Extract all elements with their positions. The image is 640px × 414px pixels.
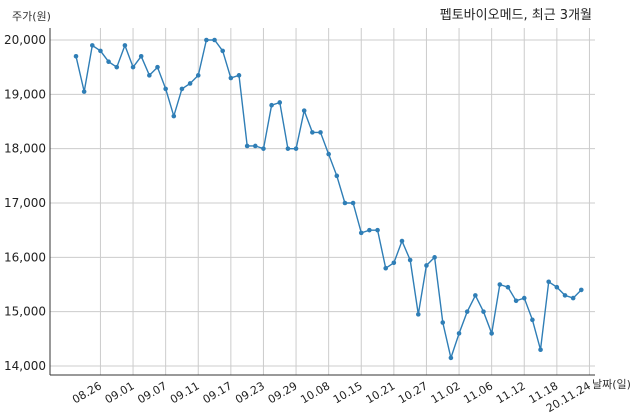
x-tick-label: 09.11 — [168, 379, 202, 406]
x-tick-label: 08.26 — [70, 379, 104, 406]
x-tick-label: 10.15 — [331, 379, 365, 406]
x-tick-label: 10.21 — [364, 379, 398, 406]
x-axis-label: 날짜(일) — [592, 377, 631, 391]
data-point — [114, 64, 120, 70]
y-tick-label: 16,000 — [4, 250, 46, 264]
data-point — [407, 257, 413, 263]
x-tick-label: 09.07 — [135, 379, 169, 406]
axes — [49, 28, 595, 376]
data-point — [399, 238, 405, 244]
data-point — [253, 143, 258, 149]
y-tick-label: 14,000 — [4, 359, 46, 373]
x-tick-label: 09.01 — [103, 379, 137, 406]
data-point — [521, 295, 527, 301]
data-point — [538, 347, 543, 353]
data-point — [244, 143, 250, 149]
data-point — [424, 263, 429, 268]
data-point — [579, 287, 584, 293]
x-tick-label: 09.17 — [201, 379, 235, 406]
data-point — [171, 113, 177, 119]
data-point — [179, 86, 185, 92]
x-tick-label: 11.06 — [461, 379, 495, 406]
data-point — [383, 265, 389, 271]
data-point — [473, 293, 478, 298]
x-tick-label: 10.08 — [298, 379, 332, 406]
data-point — [163, 86, 168, 92]
y-tick-label: 15,000 — [4, 305, 46, 319]
y-tick-labels: 14,000 15,000 16,000 17,000 18,000 19,000 20,0… — [4, 33, 46, 373]
data-point — [98, 48, 103, 54]
data-point — [432, 255, 437, 260]
data-point — [326, 151, 331, 157]
data-point — [310, 130, 315, 135]
chart-title: 펩토바이오메드, 최근 3개월 — [440, 8, 592, 23]
data-point — [138, 54, 144, 59]
data-point — [204, 37, 209, 43]
data-point — [391, 260, 397, 266]
y-tick-label: 19,000 — [4, 87, 46, 101]
data-point — [301, 108, 307, 113]
data-point — [562, 293, 568, 298]
y-tick-label: 17,000 — [4, 196, 46, 210]
data-point — [440, 320, 446, 325]
data-point — [293, 146, 299, 151]
data-point — [358, 230, 364, 236]
price-series — [73, 37, 584, 361]
data-point — [73, 54, 79, 59]
data-point — [530, 317, 535, 323]
data-point — [481, 309, 486, 314]
x-tick-label: 09.23 — [233, 379, 267, 406]
data-point — [456, 331, 462, 336]
data-point — [570, 295, 576, 301]
data-point — [367, 227, 372, 233]
x-tick-label: 09.29 — [266, 379, 300, 406]
y-axis-label: 주가(원) — [12, 10, 51, 23]
data-point — [122, 43, 128, 48]
x-tick-label: 11.12 — [494, 379, 528, 406]
data-point — [277, 100, 283, 105]
data-point — [464, 309, 470, 314]
x-tick-labels: 08.2609.0109.0709.1109.1709.2309.2910.08… — [70, 379, 593, 414]
y-tick-label: 20,000 — [4, 33, 46, 47]
y-tick-label: 18,000 — [4, 142, 46, 156]
data-point — [285, 146, 291, 151]
data-point — [448, 355, 454, 361]
data-point — [130, 64, 136, 70]
data-point — [269, 102, 274, 108]
data-point — [155, 64, 160, 70]
data-point — [220, 48, 225, 54]
data-point — [554, 284, 560, 290]
data-point — [375, 227, 380, 233]
data-point — [416, 312, 421, 317]
data-point — [342, 200, 348, 206]
data-point — [489, 331, 494, 336]
x-tick-label: 11.02 — [429, 379, 463, 406]
data-point — [261, 146, 266, 151]
data-point — [546, 279, 551, 285]
data-point — [236, 73, 242, 78]
data-point — [513, 298, 519, 304]
data-point — [505, 284, 511, 290]
data-point — [106, 59, 111, 65]
data-point — [350, 200, 356, 206]
grid — [50, 28, 595, 375]
data-point — [187, 81, 193, 86]
data-point — [81, 89, 87, 94]
data-point — [195, 73, 201, 78]
data-point — [228, 75, 234, 81]
data-point — [90, 43, 95, 48]
data-point — [497, 282, 503, 287]
data-point — [212, 37, 217, 43]
data-point — [334, 173, 340, 179]
x-tick-label: 10.27 — [396, 379, 430, 406]
data-point — [318, 130, 323, 135]
data-point — [147, 73, 152, 78]
